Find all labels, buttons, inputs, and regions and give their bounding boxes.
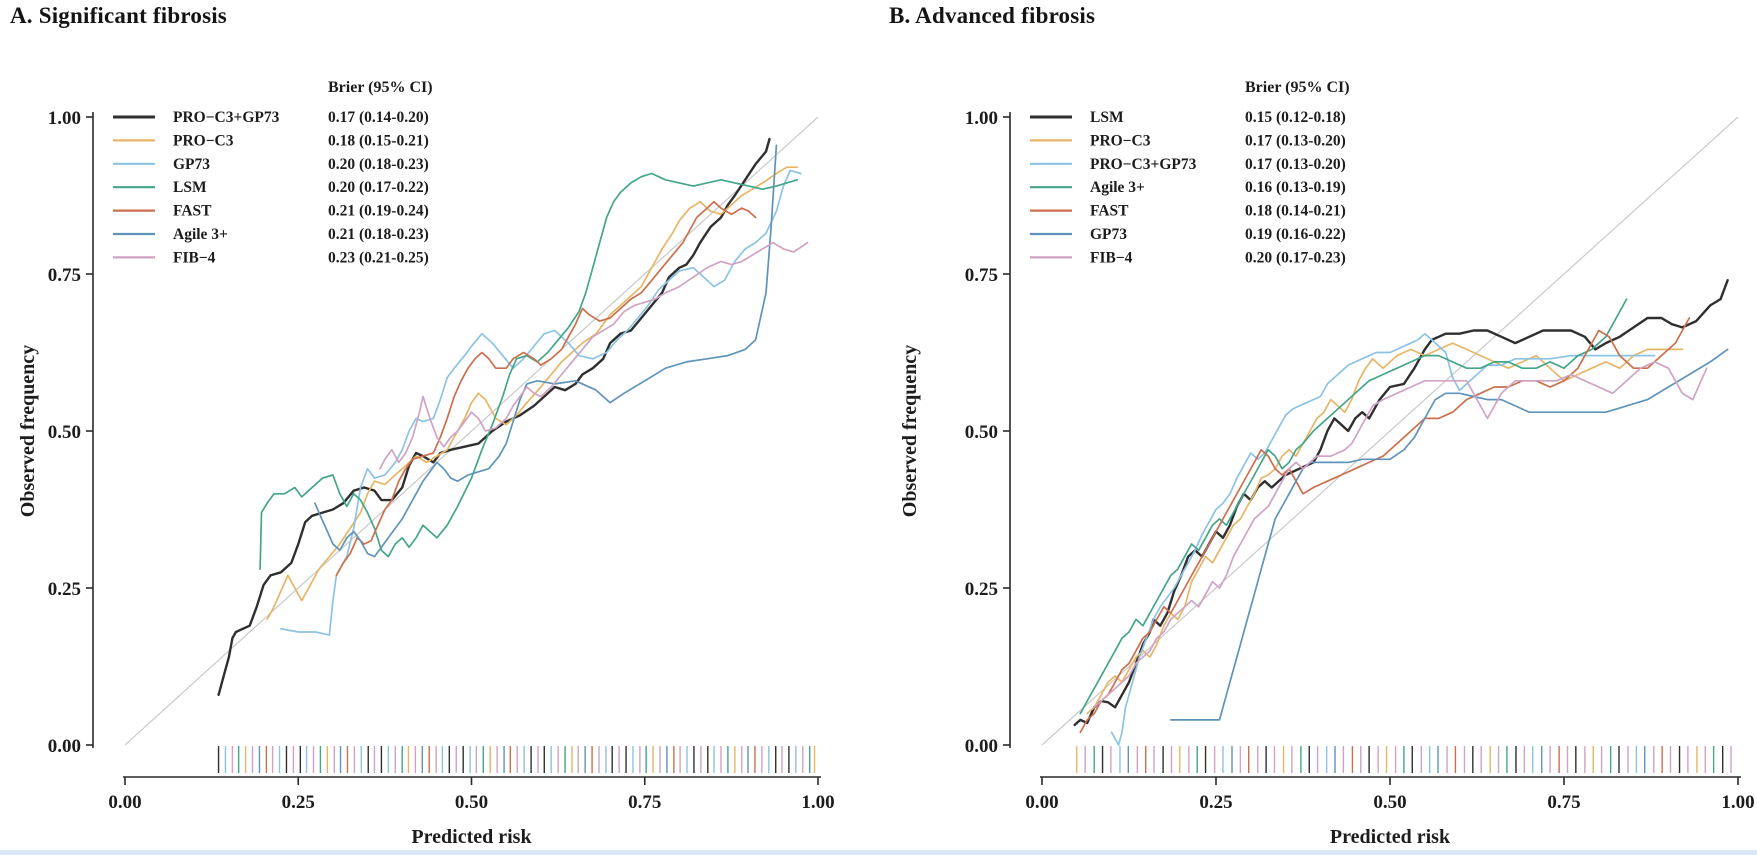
legend-label: LSM: [173, 179, 207, 196]
series-line-B-6: [1093, 361, 1708, 709]
legend-brier-value: 0.16 (0.13-0.19): [1245, 179, 1346, 196]
series-line-A-4: [335, 200, 757, 577]
legend-label: PRO−C3+GP73: [173, 109, 280, 126]
legend-brier-value: 0.17 (0.14-0.20): [328, 109, 429, 126]
legend-brier-value: 0.20 (0.18-0.23): [328, 156, 429, 173]
y-tick-label: 0.25: [965, 579, 998, 600]
x-tick-label: 0.00: [1025, 792, 1058, 813]
legend-label: GP73: [1090, 226, 1127, 243]
y-axis-title: Observed frequency: [899, 345, 921, 517]
x-tick-label: 0.75: [1547, 792, 1580, 813]
legend-label: FAST: [1090, 203, 1129, 220]
panel-B: 0.00 0.25 0.50 0.75 1.00 0.00 0.25 0.50 0.75 1.00…: [899, 79, 1755, 848]
series-line-B-2: [1110, 332, 1656, 746]
y-tick-label: 0.75: [48, 265, 81, 286]
legend-brier-value: 0.20 (0.17-0.23): [1245, 249, 1346, 266]
legend-label: Agile 3+: [173, 226, 228, 243]
legend-brier-value: 0.20 (0.17-0.22): [328, 179, 429, 196]
bottom-edge-strip: [0, 850, 1757, 855]
series-line-B-5: [1169, 348, 1729, 721]
legend-brier-value: 0.17 (0.13-0.20): [1245, 156, 1346, 173]
x-axis-title: Predicted risk: [1330, 826, 1451, 848]
x-tick-label: 1.00: [801, 792, 834, 813]
legend-brier-value: 0.21 (0.18-0.23): [328, 226, 429, 243]
y-tick-label: 0.25: [48, 579, 81, 600]
legend-A: Brier (95% CI) PRO−C3+GP73 0.17 (0.14-0.20…: [113, 79, 433, 266]
x-tick-label: 0.75: [628, 792, 661, 813]
legend-label: GP73: [173, 156, 210, 173]
y-tick-label: 0.75: [965, 265, 998, 286]
x-tick-label: 1.00: [1721, 792, 1754, 813]
legend-brier-value: 0.18 (0.15-0.21): [328, 132, 429, 149]
y-tick-label: 1.00: [48, 108, 81, 129]
series-line-A-3: [259, 172, 799, 571]
legend-B: Brier (95% CI) LSM 0.15 (0.12-0.18) PRO−C3 0…: [1030, 79, 1350, 266]
x-tick-label: 0.50: [1373, 792, 1406, 813]
y-tick-label: 0.50: [965, 422, 998, 443]
x-tick-label: 0.00: [108, 792, 141, 813]
y-tick-label: 0.50: [48, 422, 81, 443]
legend-brier-value: 0.18 (0.14-0.21): [1245, 203, 1346, 220]
diagonal-reference-line: [124, 116, 819, 746]
x-tick-label: 0.50: [455, 792, 488, 813]
legend-brier-value: 0.19 (0.16-0.22): [1245, 226, 1346, 243]
panel-b-title: B. Advanced fibrosis: [889, 3, 1096, 28]
series-line-A-5: [314, 144, 778, 558]
y-axis-title: Observed frequency: [17, 345, 39, 517]
rug-marks-B: [1076, 746, 1732, 773]
legend-brier-value: 0.23 (0.21-0.25): [328, 249, 429, 266]
y-tick-label: 0.00: [48, 736, 81, 757]
y-tick-label: 1.00: [965, 108, 998, 129]
legend-label: Agile 3+: [1090, 179, 1145, 196]
legend-brier-value: 0.17 (0.13-0.20): [1245, 132, 1346, 149]
series-line-B-3: [1079, 298, 1628, 715]
diagonal-reference-line: [1041, 116, 1739, 746]
series-line-B-4: [1079, 317, 1691, 734]
x-axis-title: Predicted risk: [411, 826, 532, 848]
legend-header: Brier (95% CI): [1245, 79, 1350, 96]
panel-A: 0.00 0.25 0.50 0.75 1.00 0.00 0.25 0.50 0.75 1.00…: [17, 79, 835, 848]
legend-brier-value: 0.15 (0.12-0.18): [1245, 109, 1346, 126]
legend-brier-value: 0.21 (0.19-0.24): [328, 203, 429, 220]
legend-label: FIB−4: [173, 249, 216, 266]
legend-header: Brier (95% CI): [328, 79, 433, 96]
y-tick-label: 0.00: [965, 736, 998, 757]
legend-label: PRO−C3: [1090, 132, 1151, 149]
rug-marks-A: [217, 746, 816, 773]
x-tick-label: 0.25: [1199, 792, 1232, 813]
series-line-A-1: [266, 166, 799, 621]
series-line-A-6: [379, 241, 809, 470]
legend-label: FAST: [173, 203, 212, 220]
x-tick-label: 0.25: [282, 792, 315, 813]
panel-a-title: A. Significant fibrosis: [10, 3, 227, 28]
legend-label: FIB−4: [1090, 249, 1133, 266]
legend-label: PRO−C3: [173, 132, 234, 149]
legend-label: LSM: [1090, 109, 1124, 126]
series-line-A-0: [217, 137, 771, 696]
legend-label: PRO−C3+GP73: [1090, 156, 1197, 173]
